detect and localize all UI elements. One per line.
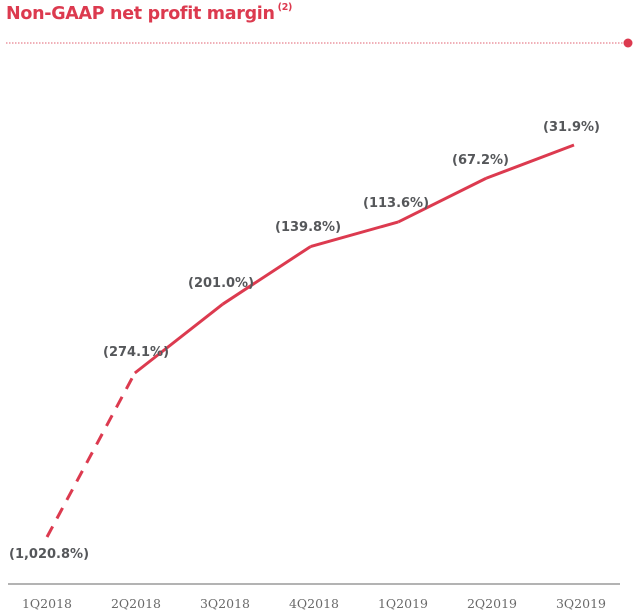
data-label: (67.2%) bbox=[452, 153, 509, 168]
data-label: (274.1%) bbox=[103, 345, 169, 360]
chart-title: Non-GAAP net profit margin (2) bbox=[6, 2, 293, 24]
series-segment bbox=[310, 220, 399, 249]
x-tick-label: 1Q2019 bbox=[378, 596, 428, 611]
footnote-marker: (2) bbox=[277, 2, 293, 14]
title-rule-dot bbox=[623, 38, 633, 48]
x-tick-label: 1Q2018 bbox=[22, 596, 72, 611]
data-label: (1,020.8%) bbox=[9, 547, 89, 562]
x-tick-label: 3Q2019 bbox=[556, 596, 606, 611]
data-label: (139.8%) bbox=[275, 220, 341, 235]
series-segment bbox=[485, 143, 575, 180]
x-tick-label: 4Q2018 bbox=[289, 596, 339, 611]
x-tick-label: 2Q2019 bbox=[467, 596, 517, 611]
series-segment bbox=[397, 176, 487, 224]
chart-title-text: Non-GAAP net profit margin bbox=[6, 4, 275, 24]
data-label: (113.6%) bbox=[363, 196, 429, 211]
series-segment bbox=[133, 303, 224, 375]
series-segment bbox=[221, 245, 312, 306]
x-tick-label: 2Q2018 bbox=[111, 596, 161, 611]
series-segment-dashed bbox=[45, 372, 137, 538]
data-label: (31.9%) bbox=[543, 120, 600, 135]
x-tick-label: 3Q2018 bbox=[200, 596, 250, 611]
data-label: (201.0%) bbox=[188, 276, 254, 291]
